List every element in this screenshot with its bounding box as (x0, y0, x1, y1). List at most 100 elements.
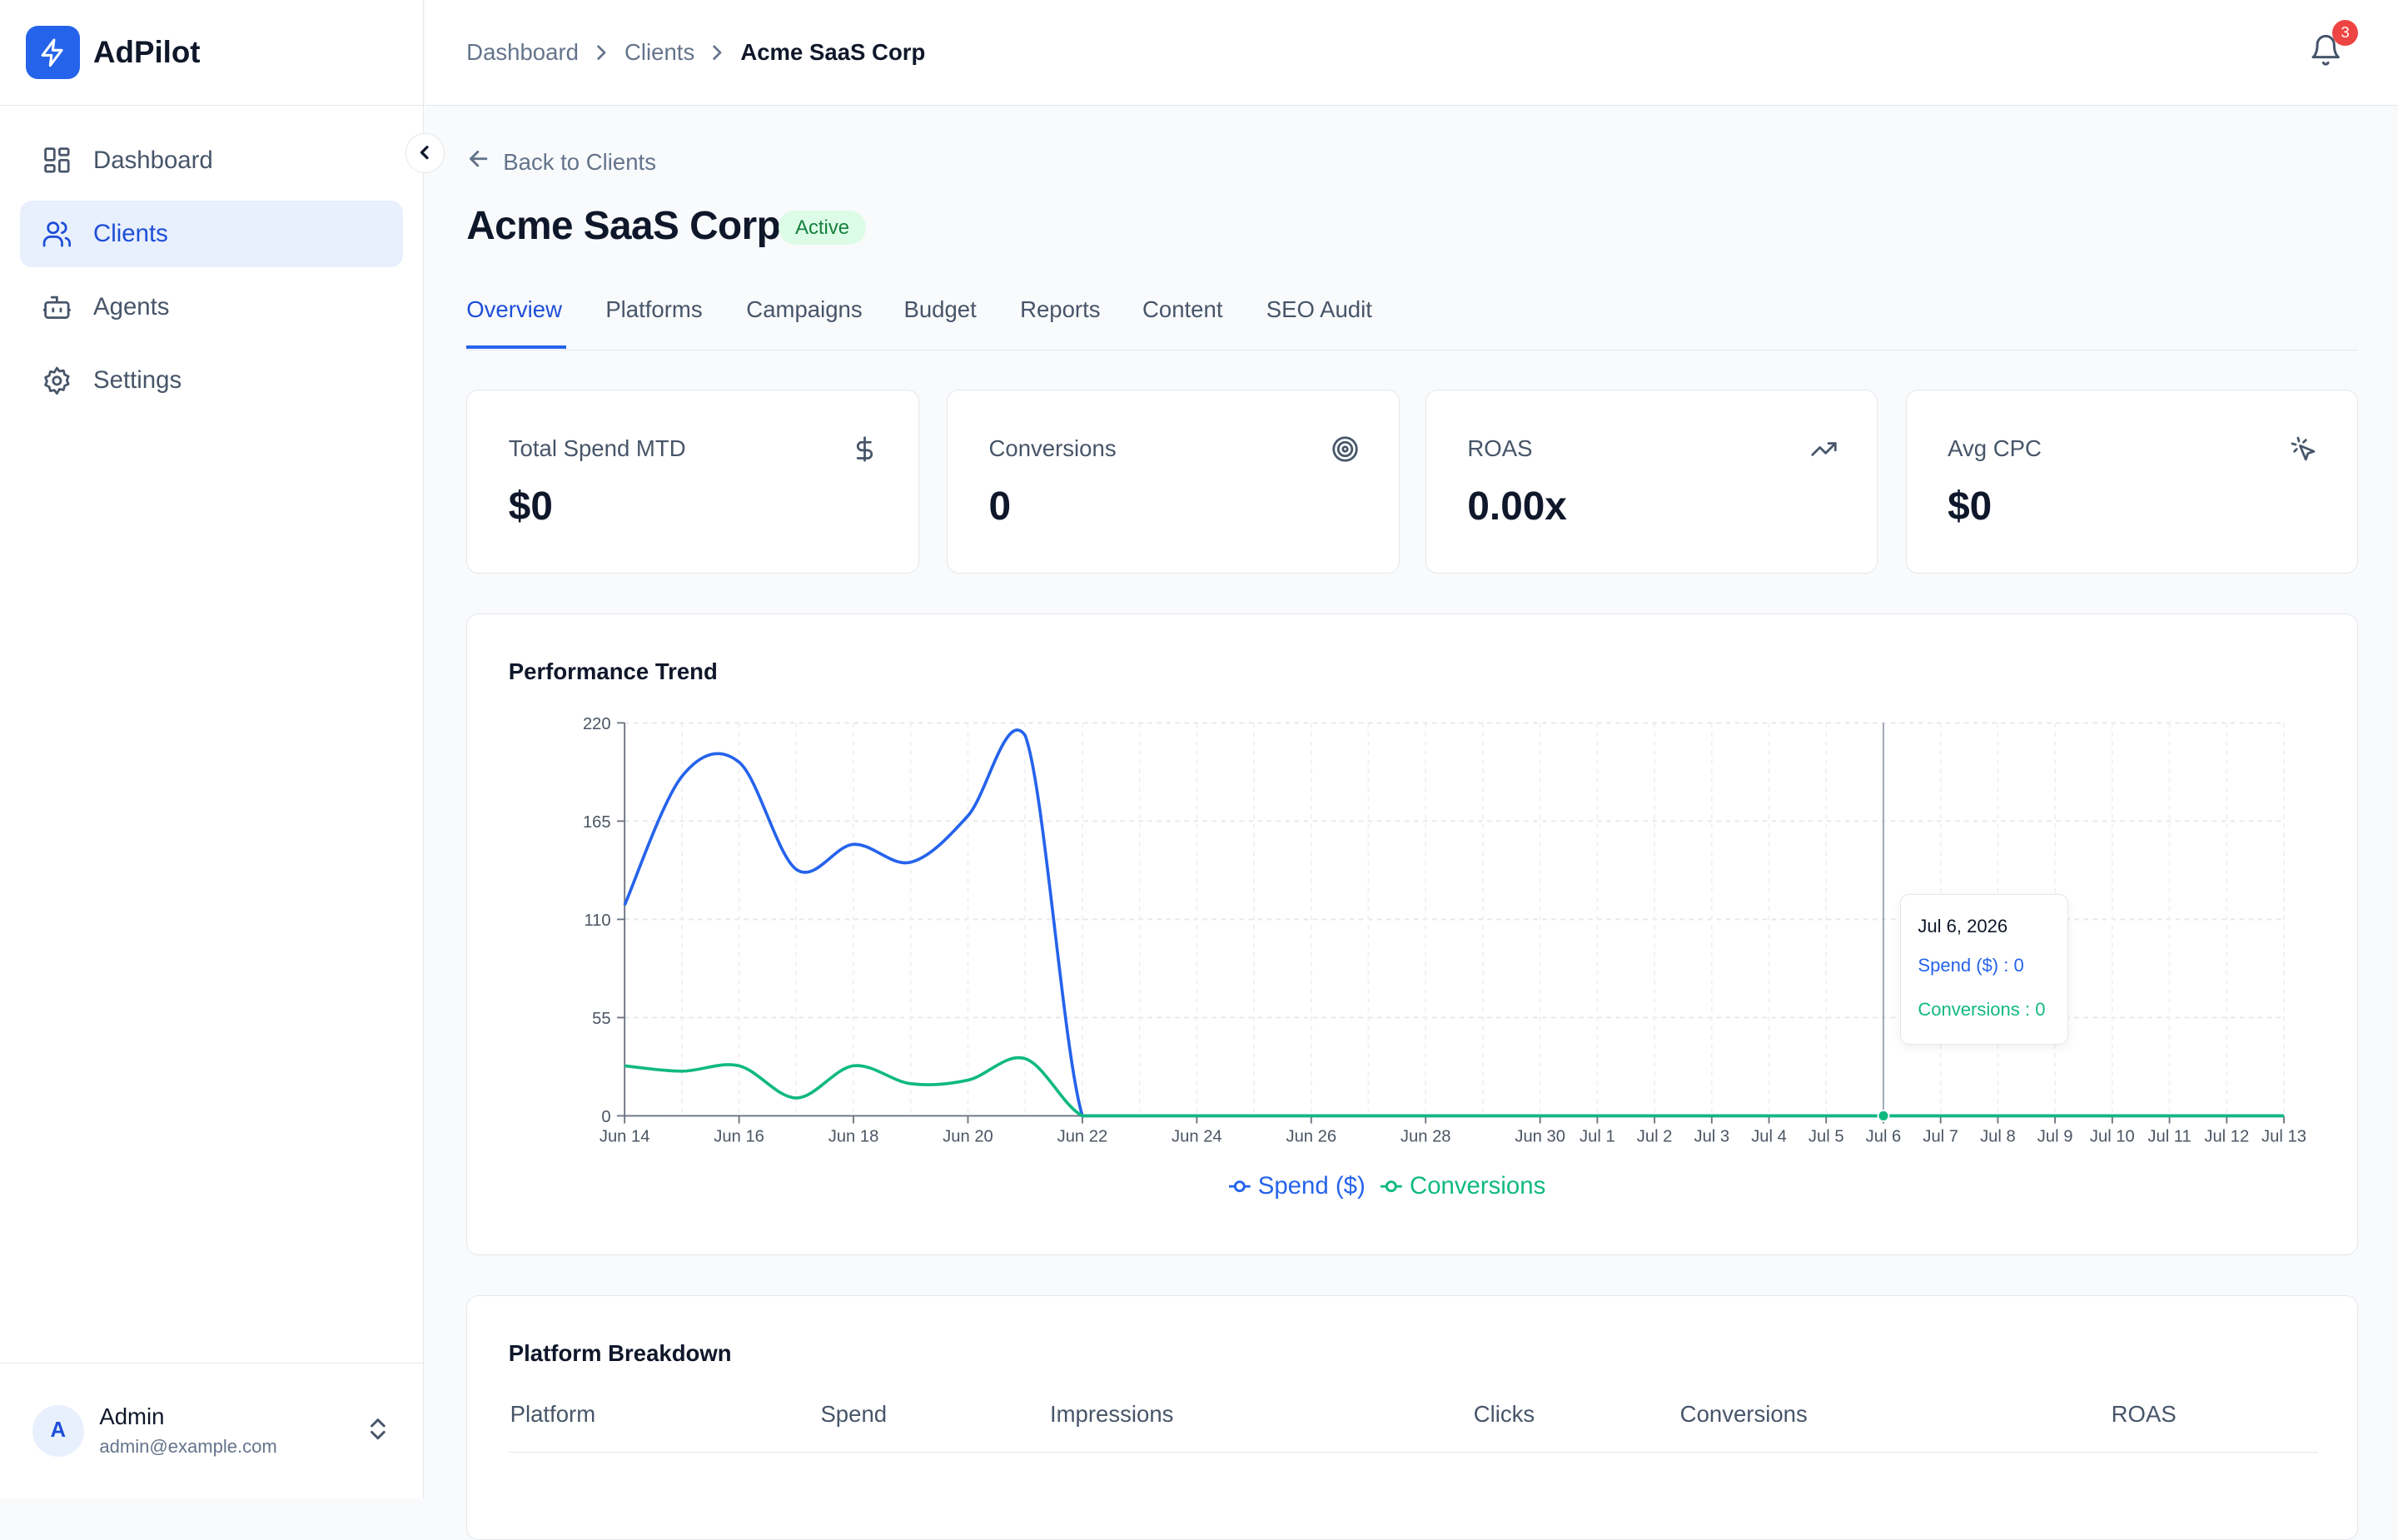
x-tick-label: Jun 30 (1515, 1127, 1566, 1145)
back-to-clients-link[interactable]: Back to Clients (466, 147, 656, 176)
kpi-label: Conversions (988, 435, 1117, 461)
x-tick-label: Jun 26 (1286, 1127, 1337, 1145)
dashboard-grid-icon (40, 144, 73, 177)
table-header: Platform Spend Impressions Clicks Conver… (508, 1401, 2318, 1453)
x-tick-label: Jun 24 (1172, 1127, 1222, 1145)
x-tick-label: Jun 18 (828, 1127, 879, 1145)
tooltip-date: Jul 6, 2026 (1918, 916, 2008, 937)
kpi-value: $0 (508, 484, 553, 529)
tab-overview[interactable]: Overview (466, 296, 562, 323)
notification-count-badge: 3 (2331, 19, 2359, 47)
tab-campaigns[interactable]: Campaigns (746, 296, 863, 323)
breadcrumb-current: Acme SaaS Corp (740, 38, 926, 65)
sidebar: AdPilot Dashboard Clients Agents Setting… (0, 0, 424, 1498)
users-icon (40, 217, 73, 251)
y-tick-label: 165 (583, 812, 611, 831)
breadcrumb-clients[interactable]: Clients (624, 38, 695, 65)
client-tabs: Overview Platforms Campaigns Budget Repo… (466, 281, 2359, 350)
x-tick-label: Jun 14 (600, 1127, 650, 1145)
chart-tooltip: Jul 6, 2026 Spend ($) : 0 Conversions : … (1900, 893, 2069, 1046)
legend-conversions-marker-icon (1381, 1180, 1402, 1192)
user-email: admin@example.com (99, 1436, 277, 1458)
cursor-click-icon (2290, 435, 2317, 463)
x-tick-label: Jul 2 (1637, 1127, 1673, 1145)
sidebar-item-label: Agents (93, 293, 170, 321)
arrow-left-icon (466, 147, 503, 176)
tab-seo-audit[interactable]: SEO Audit (1266, 296, 1372, 323)
sidebar-nav: Dashboard Clients Agents Settings (0, 106, 423, 415)
user-menu[interactable]: A Admin admin@example.com (0, 1362, 424, 1498)
page-title: Acme SaaS Corp (466, 204, 781, 249)
x-tick-label: Jul 12 (2205, 1127, 2250, 1145)
performance-chart[interactable]: 0 55 110 165 220 Jun 14 Jun 16 Jun 18 Jun 20 Jun … (467, 614, 2359, 1256)
col-spend[interactable]: Spend (820, 1401, 888, 1428)
sidebar-item-label: Dashboard (93, 146, 213, 174)
kpi-value: 0.00x (1467, 484, 1567, 529)
tab-platforms[interactable]: Platforms (605, 296, 703, 323)
tab-budget[interactable]: Budget (903, 296, 977, 323)
sidebar-item-clients[interactable]: Clients (19, 200, 403, 268)
lightning-logo-icon (26, 25, 80, 79)
x-tick-label: Jul 9 (2037, 1127, 2073, 1145)
sidebar-item-label: Clients (93, 219, 168, 247)
user-name: Admin (99, 1403, 165, 1430)
x-tick-label: Jun 16 (714, 1127, 764, 1145)
kpi-label: Total Spend MTD (508, 435, 686, 461)
col-platform[interactable]: Platform (510, 1401, 596, 1428)
trending-up-icon (1810, 435, 1838, 463)
x-tick-label: Jul 4 (1751, 1127, 1787, 1145)
y-tick-label: 110 (585, 911, 611, 929)
chevron-right-icon (595, 45, 608, 60)
y-tick-label: 55 (592, 1009, 610, 1027)
sidebar-item-settings[interactable]: Settings (20, 347, 403, 415)
sidebar-item-dashboard[interactable]: Dashboard (20, 127, 403, 194)
conversions-series-line (624, 1056, 2285, 1117)
chart-title: Performance Trend (508, 658, 718, 684)
x-tick-label: Jul 8 (1980, 1127, 2016, 1145)
platform-breakdown-card: Platform Breakdown Platform Spend Impres… (466, 1294, 2359, 1540)
chevron-left-icon (417, 139, 432, 167)
kpi-card-total-spend: Total Spend MTD $0 (466, 390, 919, 574)
chevron-right-icon (711, 45, 724, 60)
col-impressions[interactable]: Impressions (1049, 1401, 1174, 1428)
x-tick-label: Jul 6 (1866, 1127, 1902, 1145)
brand[interactable]: AdPilot (0, 0, 423, 106)
performance-trend-card: Performance Trend 0 55 110 165 220 Jun 14 Jun … (466, 613, 2359, 1256)
sidebar-item-label: Settings (93, 366, 182, 395)
x-tick-label: Jun 28 (1400, 1127, 1451, 1145)
dollar-icon (851, 435, 878, 463)
legend-spend-marker-icon (1228, 1180, 1251, 1192)
conversions-hover-point (1877, 1109, 1890, 1122)
col-conversions[interactable]: Conversions (1679, 1401, 1808, 1428)
collapse-sidebar-button[interactable] (405, 132, 445, 173)
x-tick-label: Jul 1 (1580, 1127, 1615, 1145)
legend-spend[interactable]: Spend ($) (1228, 1171, 1366, 1200)
legend-label: Spend ($) (1257, 1171, 1366, 1200)
col-roas[interactable]: ROAS (2111, 1401, 2177, 1428)
topbar: Dashboard Clients Acme SaaS Corp 3 (425, 0, 2398, 106)
status-badge: Active (778, 211, 867, 245)
y-tick-label: 0 (602, 1107, 611, 1125)
bot-icon (40, 291, 73, 324)
breadcrumb-dashboard[interactable]: Dashboard (466, 38, 579, 65)
kpi-label: Avg CPC (1948, 435, 2042, 461)
chart-legend: Spend ($) Conversions (1228, 1171, 1561, 1200)
x-tick-label: Jul 5 (1808, 1127, 1844, 1145)
avatar: A (32, 1404, 84, 1457)
breadcrumb: Dashboard Clients Acme SaaS Corp (466, 39, 925, 66)
notifications-bell-icon[interactable] (2309, 33, 2346, 70)
kpi-label: ROAS (1467, 435, 1533, 461)
breakdown-title: Platform Breakdown (508, 1339, 732, 1366)
gear-icon (40, 364, 73, 397)
legend-conversions[interactable]: Conversions (1381, 1172, 1545, 1200)
sidebar-item-agents[interactable]: Agents (20, 274, 403, 341)
x-tick-label: Jul 11 (2148, 1127, 2192, 1145)
legend-label: Conversions (1409, 1171, 1546, 1200)
col-clicks[interactable]: Clicks (1473, 1401, 1535, 1428)
y-tick-label: 220 (583, 714, 611, 733)
kpi-value: $0 (1948, 484, 1993, 529)
tab-reports[interactable]: Reports (1020, 296, 1101, 323)
kpi-value: 0 (988, 484, 1012, 529)
tab-content[interactable]: Content (1142, 296, 1223, 323)
kpi-card-roas: ROAS 0.00x (1425, 390, 1878, 574)
